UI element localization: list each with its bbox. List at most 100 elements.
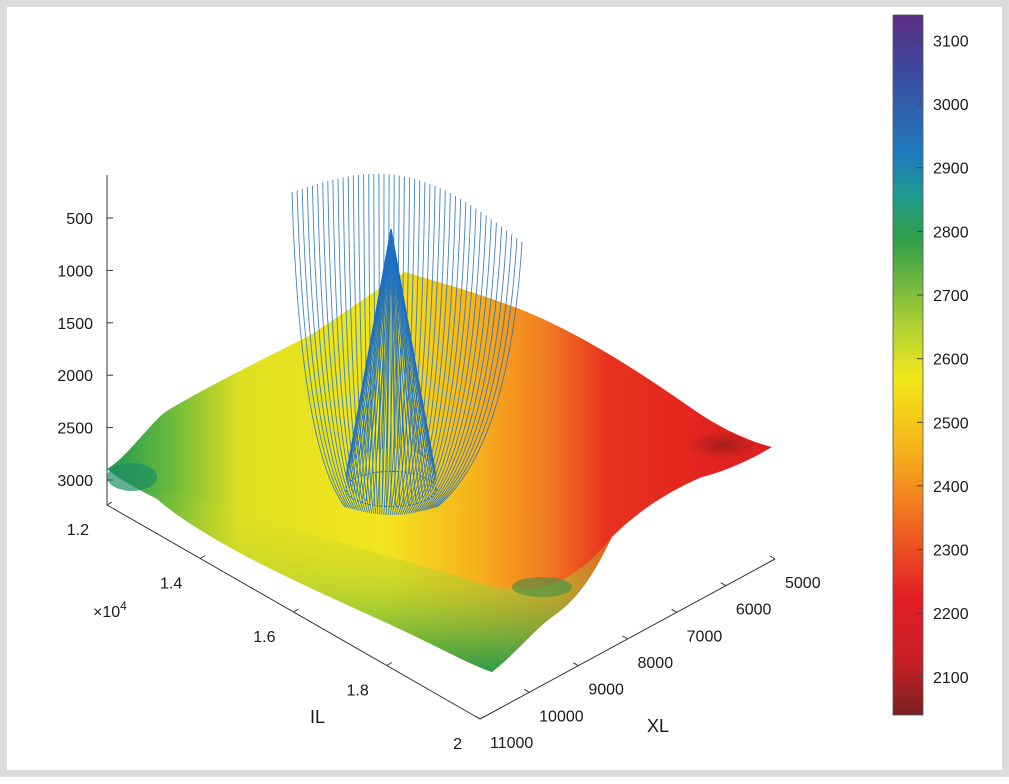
well-trajectory [428,226,503,510]
colorbar-tick-label: 2800 [933,224,969,241]
colorbar-tick-label: 2100 [933,670,969,687]
y-tick-mark [106,501,113,506]
z-tick-label: 2500 [57,421,93,438]
x-tick-mark [474,715,481,720]
z-tick-label: 1000 [57,263,93,280]
well-trajectory [410,195,457,514]
well-trajectory [317,183,356,510]
well-trajectory [414,201,467,513]
well-trajectory [342,177,366,513]
y-tick-mark [199,555,206,559]
well-trajectory [373,173,379,515]
well-trajectory [430,230,508,510]
well-trajectory [412,198,462,514]
well-trajectory [352,175,370,513]
well-trajectory [373,228,392,451]
well-trajectory [368,173,377,514]
colorbar-tick-label: 2900 [933,161,969,178]
well-trajectory [378,173,381,515]
well-trajectory [408,193,451,514]
surface-green-patch [512,577,572,597]
x-tick-mark [523,688,530,693]
y-tick-label: 1.8 [347,683,369,700]
well-trajectory [390,228,396,449]
well-trajectory [390,228,417,454]
y-tick-label: 1.6 [253,629,275,646]
well-trajectory [357,174,373,514]
colorbar-tick-label: 2500 [933,415,969,432]
well-trajectory [363,174,375,514]
x-tick-label: 6000 [736,602,772,619]
well-trajectory [434,238,518,508]
well-trajectory [436,241,523,508]
colorbar-tick-label: 3000 [933,97,969,114]
colorbar-tick-label: 2600 [933,352,969,369]
surface-plot: 500 1000 1500 2000 2500 3000 1.2 1.4 1.6 1.8 2 50… [57,14,969,753]
x-tick-mark [671,608,677,613]
well-trajectory [403,188,441,515]
surface-dark-patch [687,431,757,459]
well-trajectory [395,180,421,516]
well-trajectory [393,178,416,516]
well-paths [291,173,523,516]
z-tick-label: 500 [66,211,93,228]
x-tick-label: 11000 [490,735,533,752]
colorbar-tick-label: 2200 [933,606,969,623]
well-trajectory [422,215,487,512]
well-trajectory [389,176,405,516]
well-trajectory [355,228,392,459]
x-tick-label: 7000 [687,628,723,645]
well-trajectory [418,208,477,512]
well-trajectory [301,188,350,509]
colorbar-gradient [892,14,924,716]
well-trajectory [390,228,424,457]
well-trajectory [390,228,401,449]
colorbar-tick-label: 2400 [933,479,969,496]
x-tick-mark [622,635,628,640]
colorbar-tick-label: 2700 [933,288,969,305]
well-trajectory [291,191,346,508]
well-trajectory [358,228,392,457]
well-trajectory [405,190,446,515]
well-trajectory [365,228,392,454]
well-trajectory [296,190,348,508]
z-tick-label: 2000 [57,368,93,385]
x-tick-mark [769,555,776,560]
y-tick-mark [293,608,299,613]
z-tick-label: 3000 [57,473,93,490]
y-tick-mark [386,662,393,666]
x-tick-label: 8000 [638,655,674,672]
well-trajectory [397,182,426,515]
y-tick-mark [479,715,486,720]
well-trajectory [369,228,392,452]
y-tick-label: 2 [453,736,462,753]
well-trajectory [327,180,360,511]
well-trajectory [416,205,472,513]
y-tick-label: 1.2 [67,522,89,539]
well-trajectory [306,186,352,509]
axes [106,175,776,720]
x-tick-label: 10000 [539,708,584,725]
well-trajectory [337,178,364,512]
surface-front-shade [107,469,612,672]
well-trajectory [432,234,513,509]
colorbar-tick-label: 2300 [933,543,969,560]
y-tick-labels: 1.2 1.4 1.6 1.8 2 [67,522,462,753]
well-trajectory [385,174,395,515]
well-trajectory [420,211,482,512]
well-trajectory [347,176,368,513]
well-bottom-ring [345,470,437,508]
well-trajectory [399,183,431,515]
well-trajectory [387,175,400,516]
x-tick-label: 9000 [588,682,624,699]
colorbar-tick-label: 3100 [933,33,969,50]
z-tick-label: 1500 [57,316,93,333]
well-trajectory [426,222,497,511]
well-trajectory [381,228,392,449]
well-trajectory [381,173,385,515]
surface-left-edge [107,463,157,491]
z-tick-labels: 500 1000 1500 2000 2500 3000 [57,211,93,490]
well-trajectory [322,182,358,511]
